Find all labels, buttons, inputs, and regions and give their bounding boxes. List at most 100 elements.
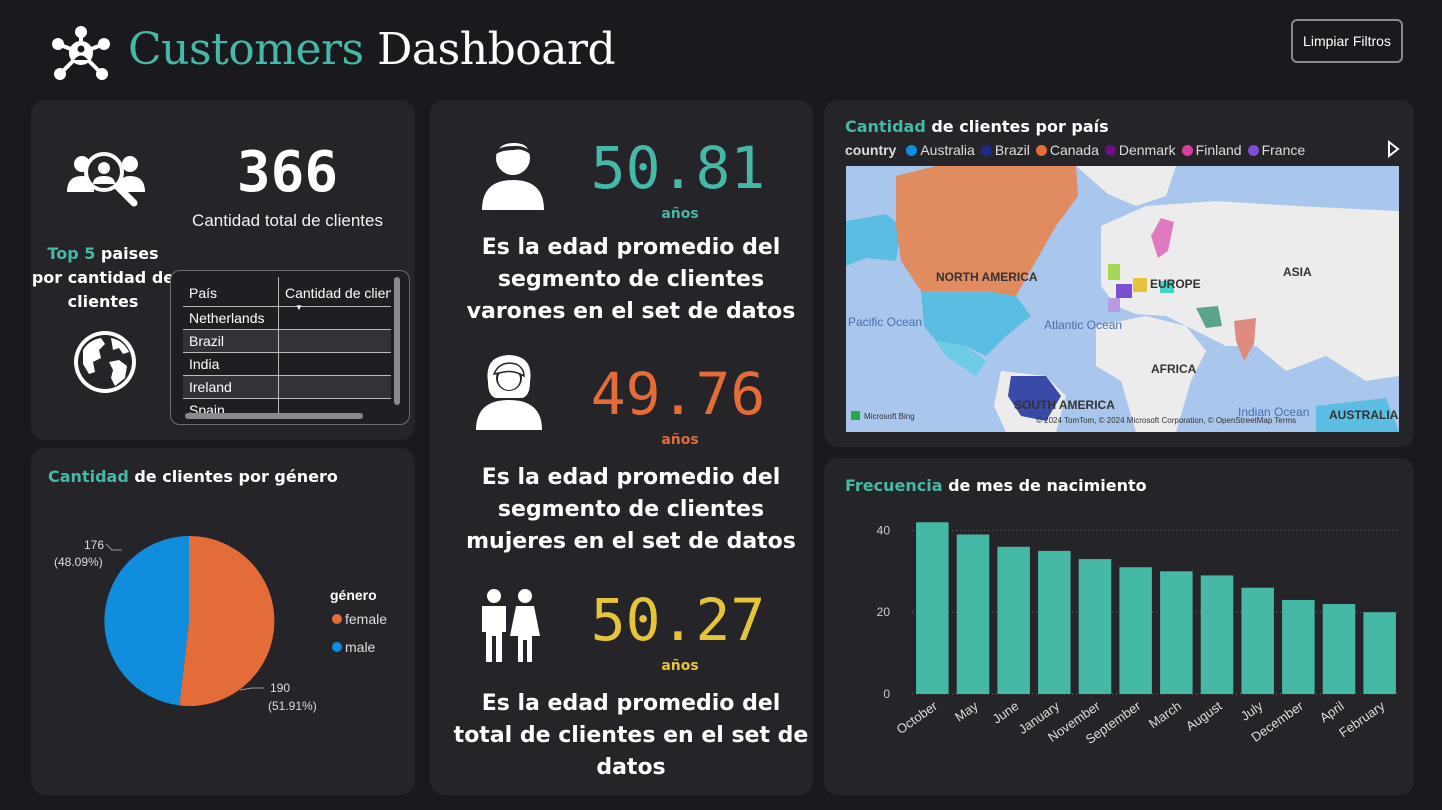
globe-icon — [74, 331, 136, 393]
average-age-card — [430, 100, 813, 795]
top5-title: Top 5 paises por cantidad de clientes — [31, 242, 175, 314]
column-header-count[interactable]: Cantidad de clientes — [285, 285, 391, 301]
legend-dot — [1181, 145, 1193, 156]
y-tick-label: 40 — [877, 523, 891, 537]
male-age-unit: años — [661, 206, 699, 222]
customers-search-icon — [67, 152, 145, 207]
network-logo-icon — [52, 26, 110, 80]
label-indian: Indian Ocean — [1238, 405, 1309, 419]
map-copyright[interactable]: © 2024 TomTom, © 2024 Microsoft Corporat… — [1036, 416, 1296, 425]
y-tick-label: 0 — [883, 687, 890, 701]
x-tick-label: June — [990, 698, 1022, 726]
horizontal-scrollbar[interactable] — [185, 413, 363, 419]
country-cell: Netherlands — [189, 310, 265, 326]
total-age-description: Es la edad promedio del total de cliente… — [453, 691, 809, 780]
legend-dot — [1247, 145, 1259, 156]
legend-label: Denmark — [1118, 142, 1176, 158]
male-age-value: 50.81 — [590, 134, 766, 202]
total-customers-value: 366 — [236, 140, 339, 205]
label-europe: EUROPE — [1150, 277, 1201, 291]
column-divider — [278, 277, 279, 417]
label-south-america: SOUTH AMERICA — [1014, 398, 1115, 412]
bar-october[interactable] — [916, 522, 949, 694]
legend-dot-male — [332, 642, 342, 652]
legend-item-australia[interactable]: Australia — [906, 142, 975, 158]
male-pct-label: (48.09%) — [54, 555, 103, 569]
label-north-america: NORTH AMERICA — [936, 270, 1038, 284]
x-tick-label: October — [894, 698, 941, 737]
bar-january[interactable] — [1038, 550, 1071, 694]
table-row[interactable]: India — [183, 353, 391, 376]
title-rest: Dashboard — [377, 24, 616, 75]
label-atlantic: Atlantic Ocean — [1044, 318, 1122, 332]
legend-item-france[interactable]: France — [1247, 142, 1305, 158]
pie-slice-male[interactable] — [104, 536, 189, 706]
female-value-label: 190 — [270, 681, 290, 695]
bar-june[interactable] — [997, 546, 1030, 694]
column-header-country[interactable]: País — [189, 285, 218, 301]
female-age-description: Es la edad promedio del segmento de clie… — [466, 465, 796, 554]
legend-item-denmark[interactable]: Denmark — [1104, 142, 1176, 158]
total-customers-label: Cantidad total de clientes — [192, 211, 383, 230]
label-africa: AFRICA — [1151, 362, 1197, 376]
country-cell: Brazil — [189, 333, 225, 349]
legend-item-canada[interactable]: Canada — [1035, 142, 1099, 158]
gender-pie-chart[interactable]: 176 (48.09%) 190 (51.91%) género female … — [40, 520, 410, 730]
map-title: Cantidad de clientes por país — [845, 117, 1109, 136]
bar-april[interactable] — [1322, 604, 1356, 694]
map-legend: country Australia Brazil Canada Denmark … — [845, 142, 1305, 158]
legend-dot — [980, 145, 992, 156]
label-pacific: Pacific Ocean — [848, 315, 922, 329]
top5-title-rest: paises por cantidad de clientes — [31, 244, 175, 311]
female-age-unit: años — [661, 432, 699, 448]
bar-december[interactable] — [1282, 599, 1315, 694]
table-row[interactable]: Netherlands — [183, 307, 391, 330]
bar-august[interactable] — [1200, 575, 1234, 694]
total-age-unit: años — [661, 658, 699, 674]
bar-march[interactable] — [1160, 571, 1193, 694]
top5-countries-table[interactable]: País Cantidad de clientes ▼ Netherlands … — [170, 270, 410, 425]
x-tick-label: August — [1183, 698, 1225, 734]
map-legend-title: country — [845, 142, 897, 158]
bar-may[interactable] — [956, 534, 990, 694]
total-age-value: 50.27 — [590, 586, 766, 654]
female-age-value: 49.76 — [590, 360, 766, 428]
y-tick-label: 20 — [877, 605, 891, 619]
table-row[interactable]: Ireland — [183, 376, 391, 399]
sort-desc-icon[interactable]: ▼ — [295, 303, 303, 312]
legend-male[interactable]: male — [345, 639, 376, 655]
legend-label: Australia — [920, 142, 975, 158]
world-map[interactable]: NORTH AMERICA EUROPE ASIA AFRICA SOUTH A… — [846, 166, 1399, 432]
legend-dot — [1035, 145, 1047, 156]
legend-item-brazil[interactable]: Brazil — [980, 142, 1030, 158]
table-row[interactable]: Brazil — [183, 330, 391, 353]
label-australia: AUSTRALIA — [1329, 408, 1399, 422]
legend-item-finland[interactable]: Finland — [1181, 142, 1242, 158]
legend-next-icon[interactable] — [1386, 140, 1400, 158]
vertical-scrollbar[interactable] — [394, 277, 400, 405]
x-tick-label: May — [952, 698, 981, 725]
birth-title-accent: Frecuencia — [845, 476, 943, 495]
birth-title-rest: de mes de nacimiento — [942, 476, 1147, 495]
bar-november[interactable] — [1078, 559, 1112, 694]
legend-female[interactable]: female — [345, 611, 387, 627]
label-asia: ASIA — [1283, 265, 1312, 279]
table-header: País Cantidad de clientes ▼ — [183, 277, 391, 312]
x-tick-label: July — [1238, 698, 1266, 724]
legend-label: Finland — [1195, 142, 1242, 158]
map-title-accent: Cantidad — [845, 117, 926, 136]
title-accent: Customers — [128, 24, 364, 75]
bar-february[interactable] — [1363, 612, 1396, 694]
bar-september[interactable] — [1119, 567, 1152, 694]
legend-dot-female — [332, 614, 342, 624]
country-cell: Ireland — [189, 379, 232, 395]
male-value-label: 176 — [84, 538, 104, 552]
gender-chart-title: Cantidad de clientes por género — [48, 467, 338, 486]
pie-slice-female[interactable] — [179, 535, 275, 706]
clear-filters-button[interactable]: Limpiar Filtros — [1291, 19, 1403, 63]
page-title: Customers Dashboard — [128, 24, 616, 75]
bar-july[interactable] — [1241, 587, 1274, 694]
birth-chart-title: Frecuencia de mes de nacimiento — [845, 476, 1147, 495]
legend-dot — [906, 145, 918, 156]
